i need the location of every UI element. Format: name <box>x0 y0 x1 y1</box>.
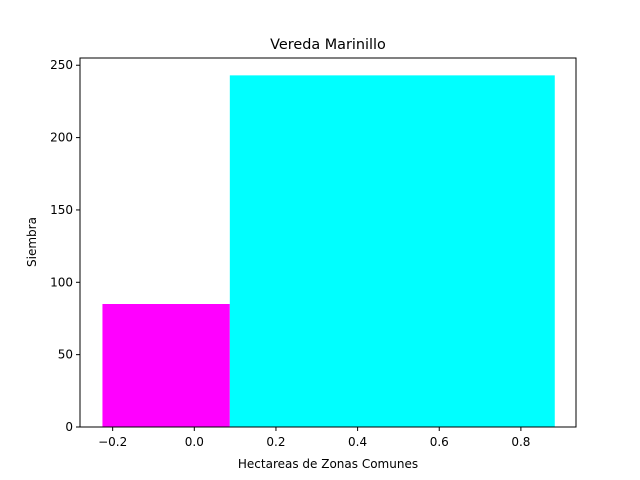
y-tick-label: 150 <box>50 203 73 217</box>
plot-frame <box>79 57 577 428</box>
x-tick-label: 0.6 <box>430 435 449 449</box>
y-tick-label: 200 <box>50 131 73 145</box>
x-tick-label: 0.2 <box>266 435 285 449</box>
bar-1 <box>229 75 555 427</box>
bars-group <box>102 75 555 427</box>
x-axis-ticks: −0.2 0.0 0.2 0.4 0.6 0.8 <box>98 427 530 449</box>
y-tick-label: 50 <box>58 348 73 362</box>
x-tick-label: −0.2 <box>98 435 127 449</box>
x-axis-label: Hectareas de Zonas Comunes <box>238 457 418 471</box>
x-tick-label: 0.0 <box>185 435 204 449</box>
chart-title: Vereda Marinillo <box>270 37 386 53</box>
y-axis-ticks: 0 50 100 150 200 250 <box>50 58 80 434</box>
x-tick-label: 0.8 <box>511 435 530 449</box>
bar-0 <box>102 304 230 427</box>
y-tick-label: 0 <box>65 420 73 434</box>
y-tick-label: 250 <box>50 58 73 72</box>
y-axis-label: Siembra <box>25 217 39 267</box>
x-tick-label: 0.4 <box>348 435 367 449</box>
y-tick-label: 100 <box>50 275 73 289</box>
